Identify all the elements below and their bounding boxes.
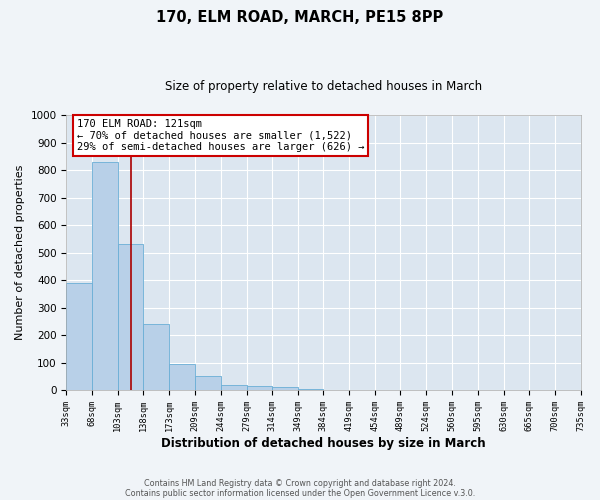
Bar [272, 388, 298, 390]
X-axis label: Distribution of detached houses by size in March: Distribution of detached houses by size … [161, 437, 486, 450]
Text: Contains public sector information licensed under the Open Government Licence v.: Contains public sector information licen… [125, 488, 475, 498]
Y-axis label: Number of detached properties: Number of detached properties [15, 165, 25, 340]
Bar [143, 324, 169, 390]
Bar [195, 376, 221, 390]
Text: Contains HM Land Registry data © Crown copyright and database right 2024.: Contains HM Land Registry data © Crown c… [144, 478, 456, 488]
Text: 170, ELM ROAD, MARCH, PE15 8PP: 170, ELM ROAD, MARCH, PE15 8PP [157, 10, 443, 25]
Bar [169, 364, 195, 390]
Bar [247, 386, 272, 390]
Bar [92, 162, 118, 390]
Bar [221, 384, 247, 390]
Bar [67, 283, 92, 390]
Bar [118, 244, 143, 390]
Title: Size of property relative to detached houses in March: Size of property relative to detached ho… [165, 80, 482, 93]
Bar [298, 389, 323, 390]
Text: 170 ELM ROAD: 121sqm
← 70% of detached houses are smaller (1,522)
29% of semi-de: 170 ELM ROAD: 121sqm ← 70% of detached h… [77, 119, 364, 152]
